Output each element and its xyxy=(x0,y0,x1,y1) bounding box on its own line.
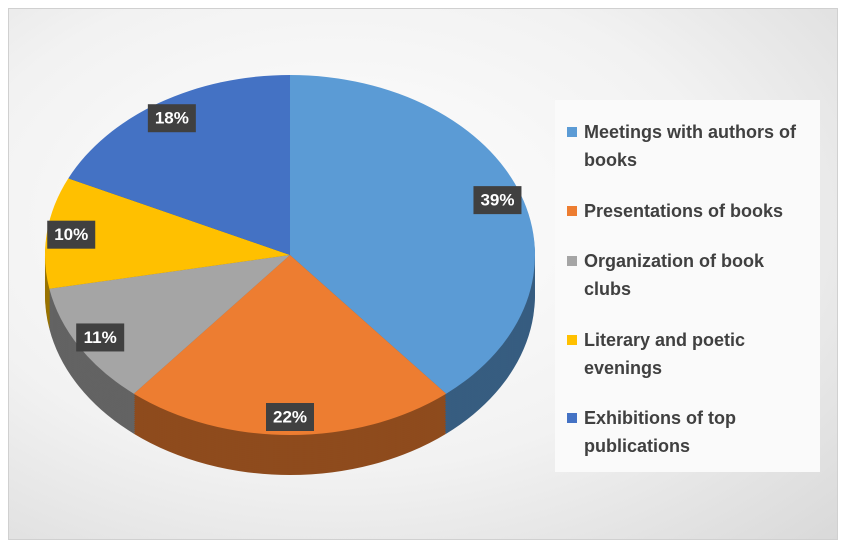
slice xyxy=(49,255,290,394)
legend-label: Organization of book clubs xyxy=(584,251,764,299)
data-label: 11% xyxy=(84,328,117,347)
legend-item: Meetings with authors of books xyxy=(567,118,810,174)
slice xyxy=(68,75,290,255)
legend-label: Exhibitions of top publications xyxy=(584,408,736,456)
legend-label: Literary and poetic evenings xyxy=(584,329,746,378)
label-box xyxy=(147,104,196,133)
slice xyxy=(45,178,290,289)
legend: Meetings with authors of books Presentati… xyxy=(555,100,820,472)
legend-item: Presentations of books xyxy=(567,197,810,225)
legend-item: Organization of book clubs xyxy=(567,247,810,303)
label-box xyxy=(47,220,96,249)
data-label: 39% xyxy=(480,191,514,210)
slice xyxy=(290,75,535,394)
data-label: 22% xyxy=(273,407,307,426)
legend-swatch xyxy=(567,413,577,423)
label-box xyxy=(266,403,314,431)
slice xyxy=(133,255,447,435)
legend-swatch xyxy=(567,205,577,216)
legend-swatch xyxy=(567,256,577,266)
legend-label: Presentations of books xyxy=(584,200,784,221)
label-box xyxy=(76,323,125,352)
data-label: 10% xyxy=(54,225,88,244)
legend-label: Meetings with authors of books xyxy=(584,122,797,170)
data-label: 18% xyxy=(155,109,189,128)
legend-swatch xyxy=(567,127,577,137)
legend-item: Exhibitions of top publications xyxy=(567,404,810,460)
label-box xyxy=(473,186,522,215)
legend-swatch xyxy=(567,334,577,345)
legend-item: Literary and poetic evenings xyxy=(567,326,810,382)
